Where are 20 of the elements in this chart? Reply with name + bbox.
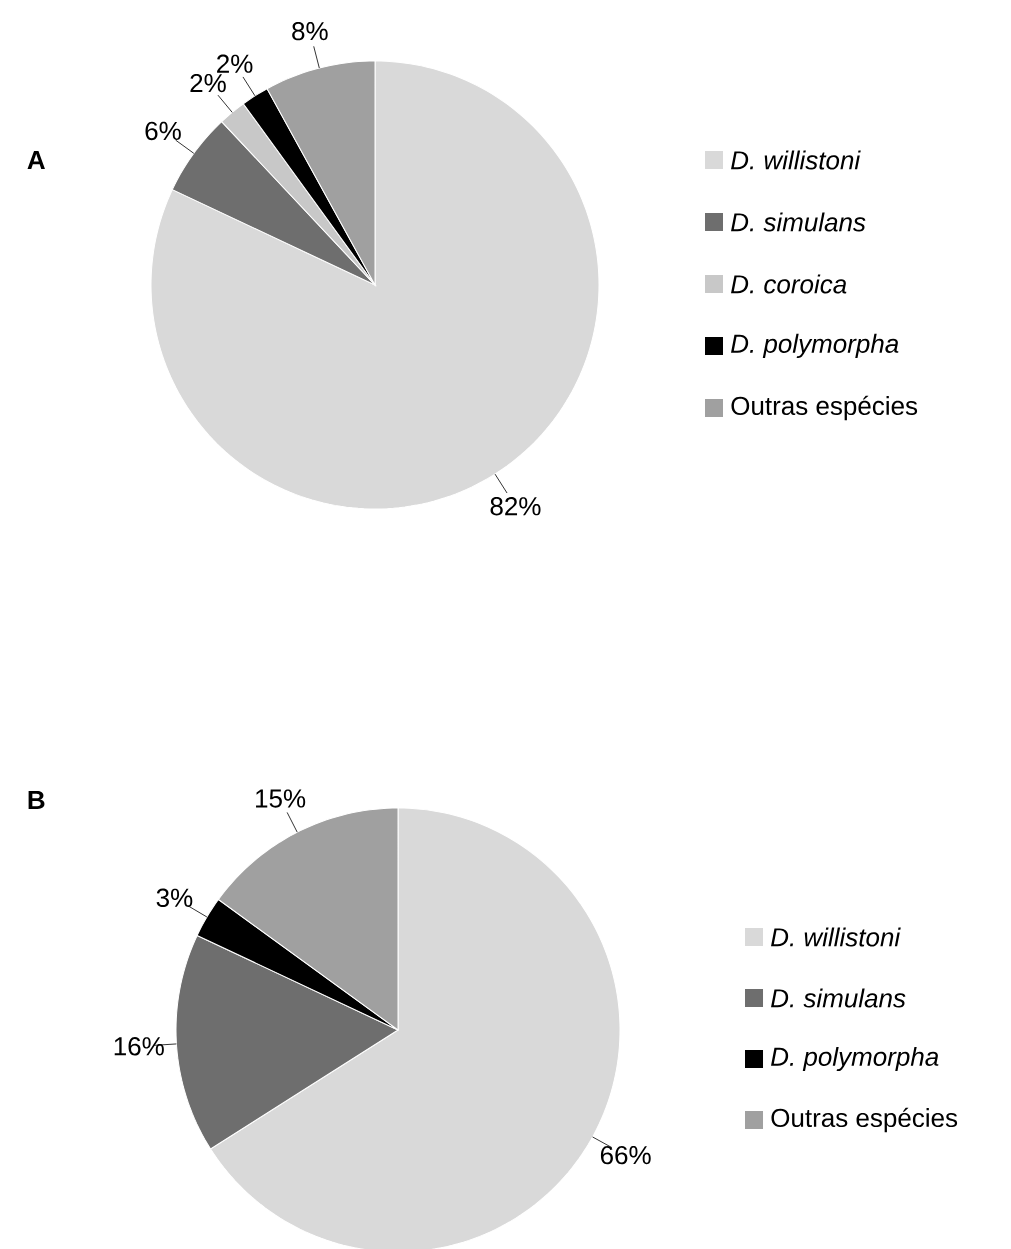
legend-label: Outras espécies: [731, 395, 918, 421]
legend-label: D. simulans: [771, 988, 906, 1008]
chart-title: B: [28, 791, 45, 809]
data-label: 66%: [600, 1145, 651, 1165]
legend-label: D. simulans: [731, 212, 866, 232]
legend-label: D. willistoni: [731, 150, 861, 170]
data-label: 16%: [114, 1037, 164, 1056]
legend-label: D. coroica: [731, 274, 847, 294]
legend-label: D. polymorpha: [771, 1046, 939, 1072]
data-label: 6%: [145, 121, 181, 141]
legend-label: D. willistoni: [771, 927, 901, 947]
data-label: 2%: [217, 54, 253, 73]
data-label: 15%: [256, 789, 306, 808]
text: A: [27, 151, 45, 169]
legend-label: Outras espécies: [771, 1107, 958, 1133]
data-label: 8%: [292, 21, 328, 41]
data-label: 82%: [490, 497, 541, 516]
data-label: 2%: [190, 73, 226, 93]
legend-label: D. polymorpha: [731, 333, 899, 359]
data-label: 3%: [156, 888, 193, 907]
